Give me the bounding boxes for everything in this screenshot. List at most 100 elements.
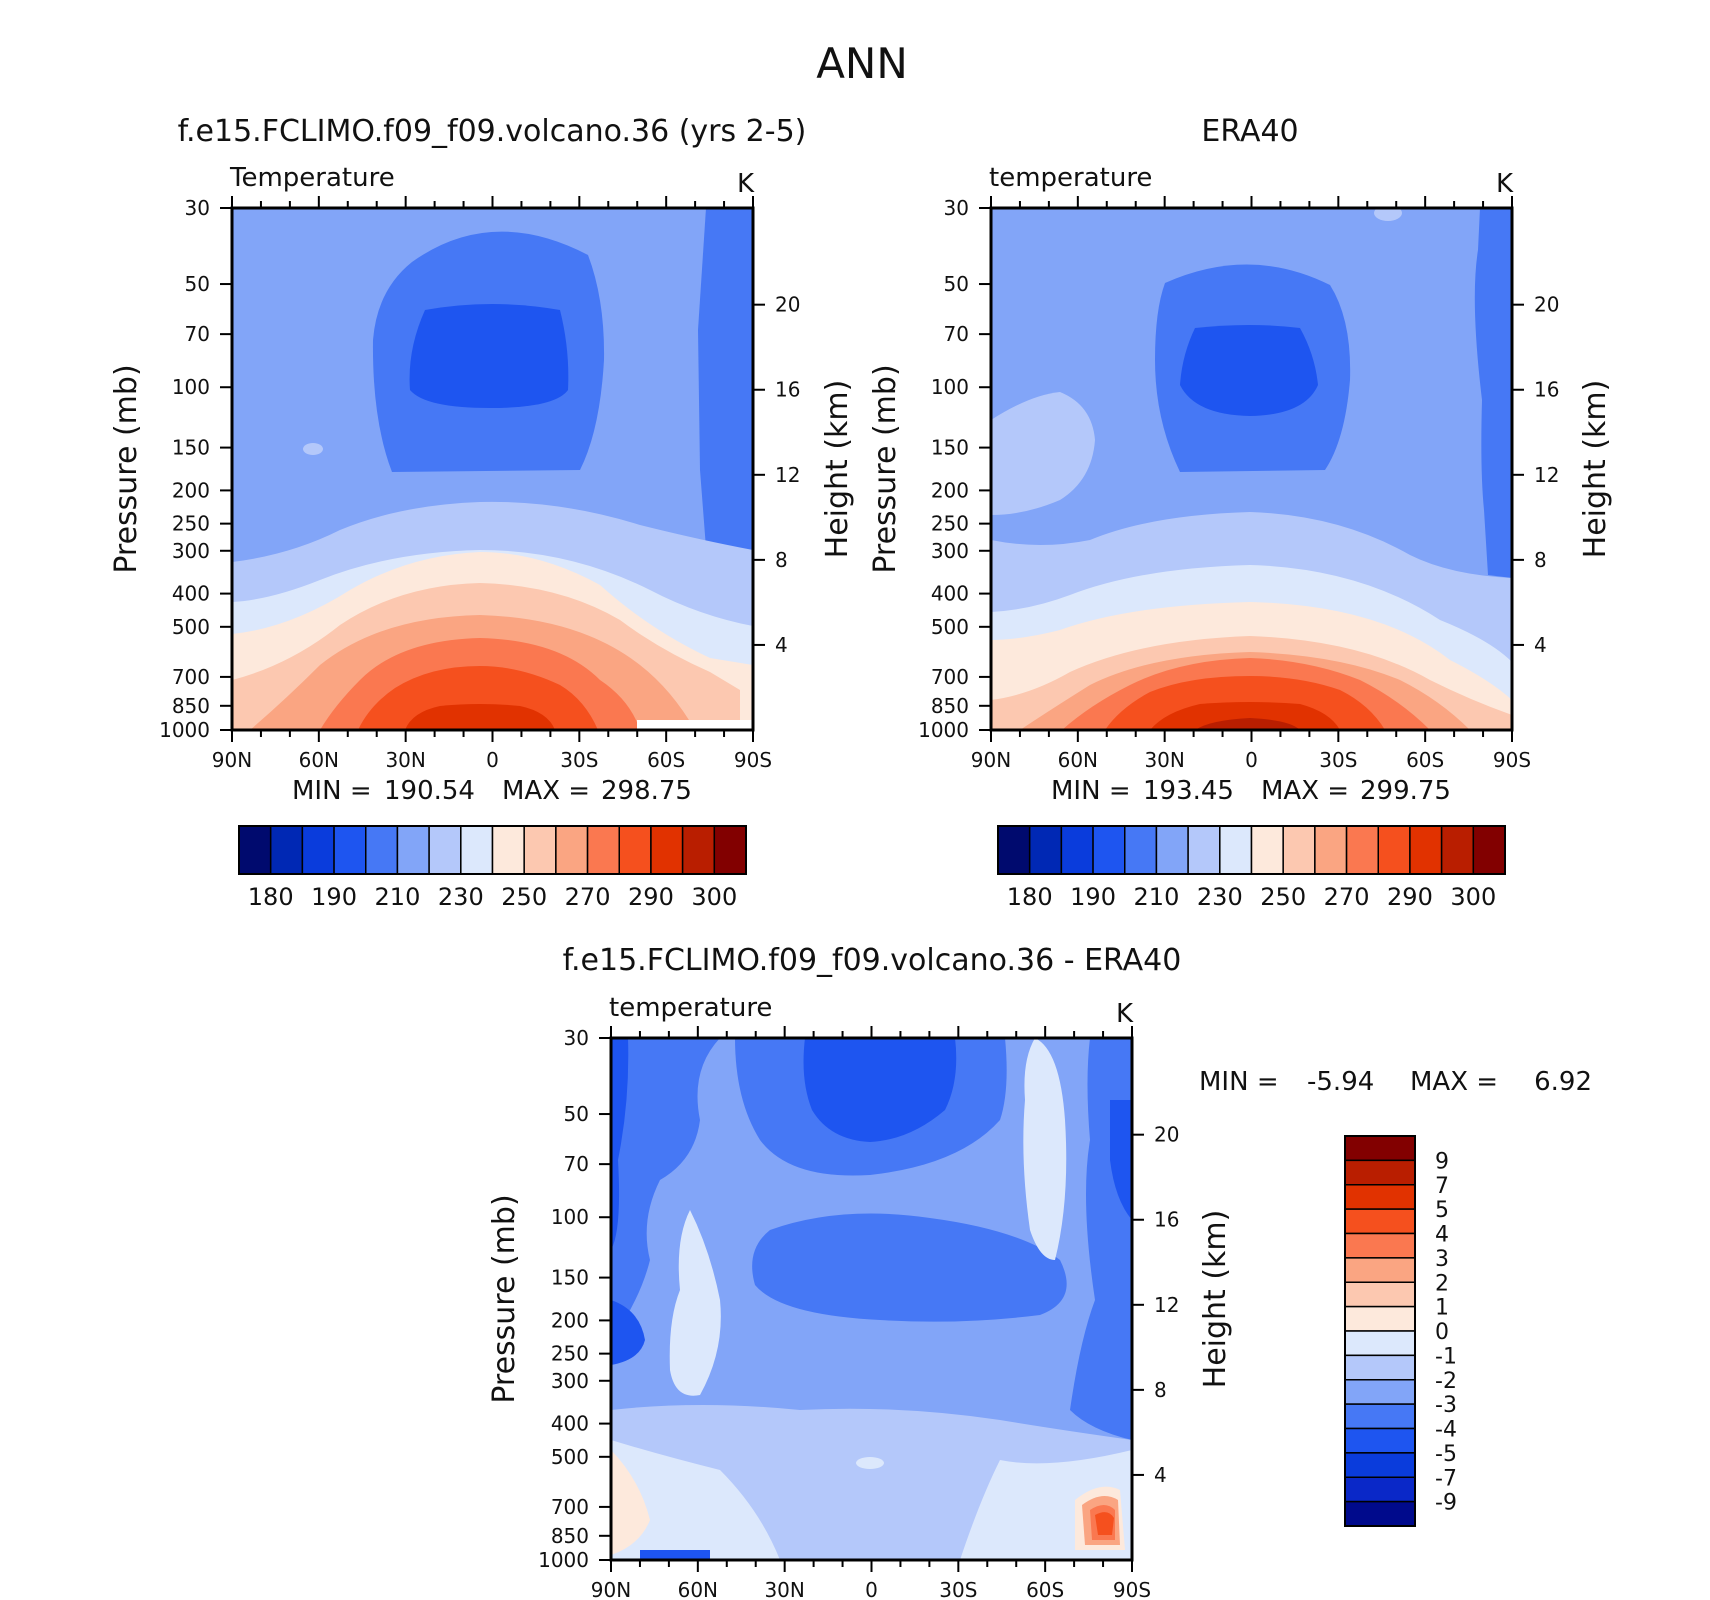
- y-tick-label: 30: [185, 196, 210, 220]
- colorbar-label: 230: [438, 883, 484, 911]
- variable-label: temperature: [989, 163, 1152, 193]
- contour-band-210-east: [698, 208, 753, 550]
- y2-tick-label: 8: [1534, 548, 1547, 572]
- y2-tick-label: 20: [775, 293, 800, 317]
- colorbar-swatch: [1344, 1354, 1416, 1381]
- contour-band-minus3: [611, 1038, 720, 1340]
- colorbar-swatch: [1344, 1500, 1416, 1527]
- colorbar-swatch: [1344, 1208, 1416, 1235]
- colorbar-swatch: [333, 825, 367, 875]
- colorbar-swatch: [1314, 825, 1348, 875]
- colorbar-label: 210: [1134, 883, 1180, 911]
- colorbar-swatch: [1344, 1232, 1416, 1259]
- colorbar-swatch: [491, 825, 525, 875]
- colorbar-swatch: [1124, 825, 1158, 875]
- y-tick-label: 300: [931, 539, 969, 563]
- y-tick-label: 70: [185, 322, 210, 346]
- contour-band-minus3-mid: [752, 1213, 1067, 1322]
- contour-band-210-east: [1474, 208, 1512, 578]
- colorbar-swatch: [1344, 1305, 1416, 1332]
- contour-band-minus1: [669, 1210, 721, 1396]
- axes: 90N 60N 30N 0 30S 60S 90S 30 50 70 100 150 200 250 300…: [538, 1026, 1179, 1600]
- x-tick-label: 60N: [299, 748, 339, 772]
- y-tick-label: 100: [551, 1205, 589, 1229]
- y-tick-label: 300: [551, 1369, 589, 1393]
- colorbar-swatch: [1409, 825, 1443, 875]
- x-tick-label: 0: [486, 748, 499, 772]
- contour-band-200: [1180, 325, 1318, 416]
- colorbar-swatch: [1028, 825, 1063, 875]
- y-tick-label: 400: [172, 582, 210, 606]
- y-tick-label: 200: [551, 1308, 589, 1332]
- max-value: 298.75: [601, 776, 692, 806]
- y2-axis-label: Height (km): [1578, 380, 1613, 559]
- colorbar-label: 2: [1435, 1271, 1449, 1296]
- x-tick-label: 60N: [1058, 748, 1098, 772]
- colorbar-swatch: [365, 825, 399, 875]
- colorbar-swatch: [238, 825, 272, 875]
- panel-difference: f.e15.FCLIMO.f09_f09.volcano.36 - ERA40 …: [487, 943, 1592, 1600]
- y-tick-label: 100: [172, 375, 210, 399]
- colorbar-swatch: [1377, 825, 1411, 875]
- x-tick-label: 60S: [1026, 1578, 1064, 1600]
- contour-band-minus1-lower: [611, 1440, 780, 1560]
- contour-band-minus4-east: [1110, 1100, 1132, 1220]
- units-label: K: [1496, 169, 1514, 199]
- max-label: MAX =: [1261, 776, 1349, 806]
- variable-label: Temperature: [229, 163, 395, 193]
- contour-band-minus4-lower: [611, 1300, 645, 1365]
- x-tick-label: 30N: [1144, 748, 1184, 772]
- x-tick-label: 60S: [1406, 748, 1444, 772]
- y2-tick-label: 4: [775, 633, 788, 657]
- contour-blob: [1374, 208, 1402, 221]
- colorbar-swatch: [555, 825, 589, 875]
- colorbar-swatch: [1219, 825, 1253, 875]
- colorbar-swatch: [1344, 1427, 1416, 1454]
- x-tick-label: 90S: [1493, 748, 1531, 772]
- y-tick-label: 500: [551, 1445, 589, 1469]
- panel-title: f.e15.FCLIMO.f09_f09.volcano.36 - ERA40: [563, 943, 1182, 978]
- y-tick-label: 400: [551, 1412, 589, 1436]
- y-tick-label: 150: [931, 436, 969, 460]
- colorbar-swatch: [1060, 825, 1094, 875]
- colorbar-swatch: [428, 825, 462, 875]
- y-tick-label: 500: [172, 615, 210, 639]
- y2-axis-label: Height (km): [820, 380, 855, 559]
- colorbar-swatch: [1472, 825, 1506, 875]
- y-axis-label: Pressure (mb): [487, 1194, 522, 1403]
- colorbar-label: 180: [1007, 883, 1053, 911]
- contour-band-220-west: [991, 392, 1095, 515]
- contour-blob: [856, 1457, 884, 1469]
- y2-tick-label: 8: [775, 548, 788, 572]
- colorbar-frame: [997, 825, 1506, 875]
- colorbar-frame: [1344, 1135, 1416, 1527]
- colorbar-label: 270: [1324, 883, 1370, 911]
- contour-band-300: [405, 704, 555, 730]
- contour-band-300: [1150, 702, 1340, 730]
- colorbar-swatch: [997, 825, 1031, 875]
- y-tick-label: 150: [172, 436, 210, 460]
- colorbar-label: 190: [1070, 883, 1116, 911]
- y-tick-label: 70: [564, 1152, 589, 1176]
- colorbar-label: 7: [1435, 1174, 1449, 1199]
- contour-band-minus1-east: [1023, 1038, 1067, 1260]
- colorbar-swatch: [1187, 825, 1221, 875]
- y-tick-label: 500: [931, 615, 969, 639]
- colorbar-label: 250: [1260, 883, 1306, 911]
- colorbar-label: 5: [1435, 1198, 1449, 1223]
- colorbar-label: -9: [1435, 1491, 1457, 1516]
- contour-band-200: [409, 304, 569, 408]
- y-tick-label: 70: [944, 322, 969, 346]
- min-value: -5.94: [1307, 1067, 1374, 1097]
- colorbar-swatch: [1344, 1184, 1416, 1210]
- y-tick-label: 300: [172, 539, 210, 563]
- x-tick-label: 30N: [764, 1578, 804, 1600]
- x-tick-label: 90S: [734, 748, 772, 772]
- contour-band-minus4-west: [611, 1038, 629, 1250]
- panel-era40: ERA40 temperature K 90N 60N 30N 0 30S 60S 90S 3…: [868, 114, 1613, 911]
- y-tick-label: 200: [931, 478, 969, 502]
- y2-tick-label: 20: [1534, 293, 1559, 317]
- colorbar-swatch: [1344, 1330, 1416, 1357]
- colorbar-swatch: [1344, 1379, 1416, 1405]
